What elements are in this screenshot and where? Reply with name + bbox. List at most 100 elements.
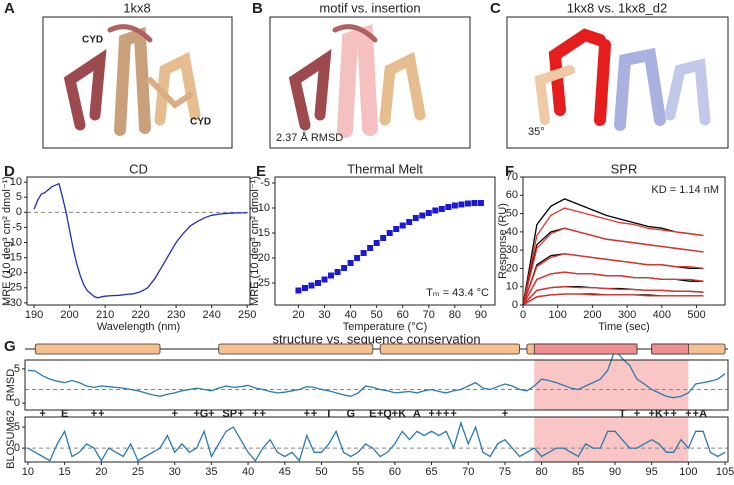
conservation-symbol: + — [39, 408, 45, 420]
y-tick-label: 5 — [14, 363, 20, 375]
conservation-symbol: A — [699, 408, 707, 420]
y-axis-label: MRE (10 deg³ cm² dmol⁻¹) — [249, 176, 261, 306]
data-point — [406, 219, 413, 225]
panel-letter: A — [4, 0, 15, 17]
conservation-symbol: E — [61, 408, 68, 420]
x-tick-label: 0 — [520, 309, 526, 321]
data-point — [438, 206, 445, 212]
x-tick-label: 55 — [352, 466, 364, 478]
x-tick-label: 90 — [475, 309, 487, 321]
x-tick-label: 50 — [371, 309, 383, 321]
chart-title: CD — [129, 161, 148, 176]
y-tick-label: 40 — [506, 226, 518, 238]
y-tick-label: 0 — [512, 299, 518, 311]
conservation-symbol: + — [648, 408, 654, 420]
x-tick-label: 300 — [618, 309, 636, 321]
conservation-symbol: + — [502, 408, 508, 420]
data-point — [360, 250, 367, 256]
data-point — [432, 207, 439, 214]
data-line — [33, 182, 248, 299]
x-tick-label: 250 — [238, 309, 256, 321]
data-point — [393, 226, 400, 232]
x-tick-label: 40 — [344, 309, 356, 321]
panel-title: 1kx8 vs. 1kx8_d2 — [567, 0, 667, 15]
helix-highlight — [533, 343, 638, 355]
x-tick-label: 500 — [687, 309, 705, 321]
data-point — [308, 282, 315, 289]
conservation-symbol: + — [208, 408, 214, 420]
protein-c — [534, 28, 711, 131]
data-point — [321, 276, 328, 283]
y-tick-label: 0 — [16, 206, 22, 218]
conservation-symbol: + — [443, 408, 449, 420]
plot-frame — [24, 359, 729, 411]
conservation-symbol: I — [327, 408, 330, 420]
conservation-symbol: + — [252, 408, 258, 420]
x-tick-label: 100 — [549, 309, 567, 321]
panel-letter: C — [490, 0, 501, 17]
data-point — [328, 272, 335, 279]
data-point — [386, 230, 393, 236]
protein-b — [288, 24, 426, 138]
x-tick-label: 75 — [499, 466, 511, 478]
data-point — [301, 285, 308, 291]
y-tick-label: 70 — [506, 171, 518, 183]
y-tick-label: -25 — [254, 277, 270, 289]
conservation-symbol: + — [311, 408, 317, 420]
conservation-symbol: + — [663, 408, 669, 420]
rmsd-label: 2.37 Å RMSD — [276, 131, 343, 144]
x-tick-label: 20 — [95, 466, 107, 478]
x-tick-label: 200 — [583, 309, 601, 321]
data-point — [380, 235, 387, 241]
y-tick-label: 5 — [14, 421, 20, 433]
data-point — [445, 204, 452, 210]
helix-highlight — [651, 343, 689, 355]
plot-frame — [24, 416, 729, 463]
highlight-region — [534, 417, 689, 462]
x-tick-label: 10 — [22, 466, 34, 478]
x-tick-label: 45 — [279, 466, 291, 478]
conservation-symbol: + — [692, 408, 698, 420]
y-tick-label: 60 — [506, 189, 518, 201]
y-tick-label: 10 — [10, 176, 22, 188]
conservation-symbol: + — [436, 408, 442, 420]
data-line — [27, 348, 726, 399]
conservation-symbol: P — [230, 408, 237, 420]
data-line — [522, 271, 704, 306]
x-tick-label: 100 — [679, 466, 697, 478]
x-tick-label: 20 — [292, 309, 304, 321]
y-tick-label: 50 — [506, 207, 518, 219]
annotation: Tₘ = 43.4 °C — [426, 287, 489, 299]
conservation-symbol: G — [347, 408, 356, 420]
conservation-symbol: T — [619, 408, 626, 420]
conservation-symbol: + — [171, 408, 177, 420]
helix — [379, 343, 520, 355]
plot-frame — [522, 176, 726, 306]
panel-letter: D — [4, 163, 15, 180]
conservation-symbol: S — [222, 408, 229, 420]
x-tick-label: 200 — [60, 309, 78, 321]
y-tick-label: -20 — [254, 252, 270, 264]
y-tick-label: 20 — [506, 262, 518, 274]
x-tick-label: 40 — [242, 466, 254, 478]
y-tick-label: -10 — [6, 236, 22, 248]
panel-letter: G — [4, 338, 16, 355]
panel-title: 1kx8 — [123, 0, 150, 15]
residue-label: CYD — [190, 117, 211, 128]
data-point — [412, 215, 419, 221]
conservation-symbol: + — [392, 408, 398, 420]
conservation-symbol: Q — [383, 408, 392, 420]
helix — [34, 343, 161, 355]
x-axis-label: Time (sec) — [598, 321, 650, 333]
x-tick-label: 90 — [609, 466, 621, 478]
data-point — [471, 200, 478, 206]
x-tick-label: 220 — [131, 309, 149, 321]
data-point — [347, 260, 354, 266]
y-tick-label: 30 — [506, 244, 518, 256]
x-tick-label: 60 — [397, 309, 409, 321]
data-line — [522, 227, 704, 306]
x-tick-label: 50 — [315, 466, 327, 478]
x-tick-label: 60 — [389, 466, 401, 478]
data-point — [464, 200, 471, 207]
